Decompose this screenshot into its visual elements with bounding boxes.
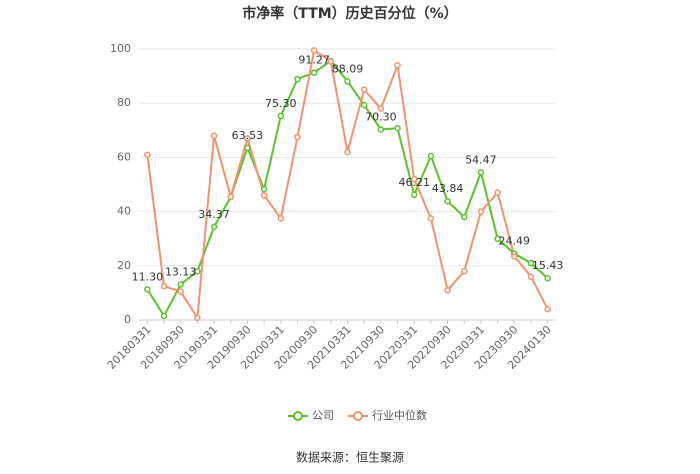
- y-tick-label: 100: [110, 42, 131, 55]
- legend-marker: [353, 411, 363, 421]
- data-label: 75.30: [265, 97, 297, 110]
- data-point: [327, 57, 335, 65]
- data-point: [444, 286, 451, 294]
- data-label: 54.47: [465, 153, 497, 166]
- data-point: [294, 133, 301, 141]
- data-point: [227, 193, 234, 200]
- data-point: [477, 208, 485, 215]
- data-point: [511, 253, 518, 260]
- data-point: [527, 273, 535, 280]
- data-point: [144, 151, 151, 158]
- data-point: [394, 124, 401, 132]
- data-point: [477, 169, 485, 176]
- data-point: [527, 259, 535, 267]
- data-point: [194, 314, 201, 322]
- data-label: 11.30: [132, 270, 164, 283]
- data-point: [494, 189, 501, 196]
- data-label: 24.49: [499, 235, 531, 248]
- y-tick-label: 60: [117, 150, 131, 163]
- data-point: [160, 282, 168, 290]
- data-point: [210, 132, 218, 139]
- data-point: [360, 101, 368, 109]
- data-point: [494, 235, 501, 242]
- data-point: [160, 312, 168, 320]
- data-point: [310, 69, 318, 76]
- data-point: [427, 215, 435, 222]
- data-point: [544, 305, 551, 313]
- data-point: [461, 213, 468, 221]
- legend-label: 公司: [312, 409, 334, 422]
- data-label: 13.13: [165, 265, 197, 278]
- data-point: [210, 223, 218, 231]
- y-tick-label: 0: [124, 313, 131, 326]
- data-point: [360, 86, 368, 93]
- data-point: [244, 135, 251, 142]
- data-point: [410, 175, 418, 183]
- data-point: [444, 197, 451, 205]
- data-label: 91.27: [298, 54, 330, 67]
- data-point: [310, 47, 318, 54]
- data-point: [260, 192, 268, 199]
- data-label: 63.53: [232, 129, 264, 142]
- data-point: [410, 191, 418, 199]
- data-point: [377, 105, 385, 112]
- data-point: [394, 62, 401, 69]
- data-label: 15.43: [532, 259, 564, 272]
- data-point: [177, 288, 184, 295]
- data-point: [260, 185, 268, 193]
- series-line: [146, 59, 549, 318]
- data-point: [144, 286, 151, 293]
- data-label: 43.84: [432, 182, 464, 195]
- data-point: [544, 274, 551, 282]
- legend-marker: [293, 411, 303, 421]
- data-point: [177, 281, 184, 288]
- y-tick-label: 80: [117, 96, 131, 109]
- data-point: [344, 78, 351, 85]
- data-point: [244, 144, 251, 152]
- y-tick-label: 40: [117, 205, 131, 218]
- data-label: 70.30: [365, 110, 397, 123]
- legend-label: 行业中位数: [372, 408, 427, 422]
- data-point: [277, 112, 285, 120]
- chart-title: 市净率（TTM）历史百分位（%）: [242, 5, 457, 22]
- y-tick-label: 20: [117, 259, 131, 272]
- data-point: [194, 267, 201, 275]
- data-point: [294, 75, 301, 83]
- series-line: [146, 48, 549, 321]
- data-point: [461, 267, 468, 275]
- data-point: [377, 126, 385, 133]
- data-point: [277, 215, 285, 222]
- data-point: [344, 148, 351, 156]
- source-note: 数据来源：恒生聚源: [296, 450, 404, 465]
- data-label: 88.09: [332, 62, 364, 75]
- data-point: [427, 152, 435, 160]
- data-label: 34.37: [198, 208, 230, 221]
- data-label: 46.21: [398, 176, 430, 189]
